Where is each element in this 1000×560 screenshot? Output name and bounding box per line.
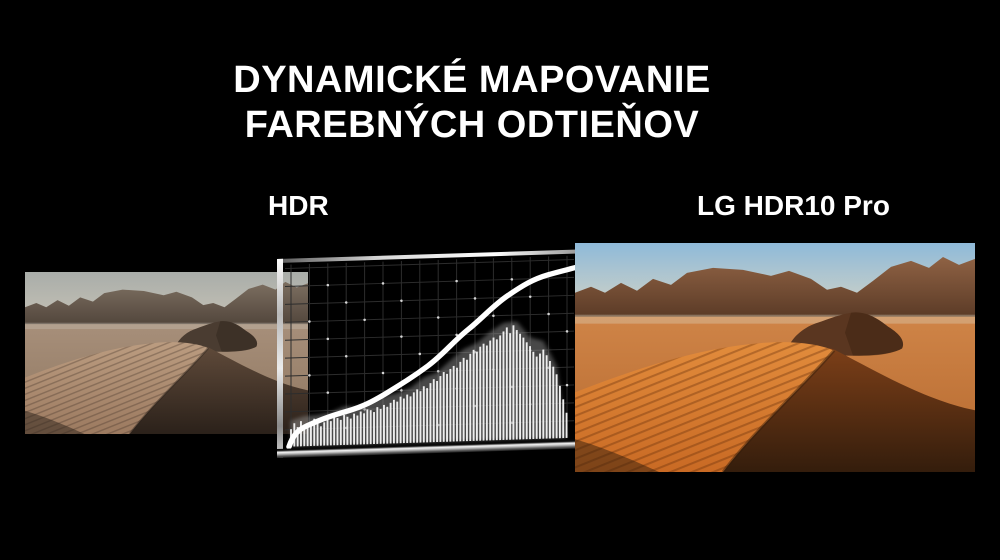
label-lg-hdr10-pro: LG HDR10 Pro [697, 190, 890, 221]
image-reflection [25, 434, 308, 502]
tone-mapping-chart [277, 249, 578, 458]
title-line-1: DYNAMICKÉ MAPOVANIE [233, 59, 711, 101]
image-lg-hdr10-pro [575, 243, 975, 540]
label-hdr: HDR [268, 190, 329, 221]
section-title: DYNAMICKÉ MAPOVANIE FAREBNÝCH ODTIEŇOV [72, 58, 872, 148]
image-reflection [575, 472, 975, 540]
reflection-fade [575, 472, 975, 540]
image-hdr-standard [25, 272, 308, 502]
title-line-2: FAREBNÝCH ODTIEŇOV [244, 104, 700, 146]
tone-curve-plot [285, 255, 576, 449]
desert-photo-muted [25, 272, 308, 434]
reflection-fade [25, 434, 308, 502]
desert-photo-vivid [575, 243, 975, 472]
